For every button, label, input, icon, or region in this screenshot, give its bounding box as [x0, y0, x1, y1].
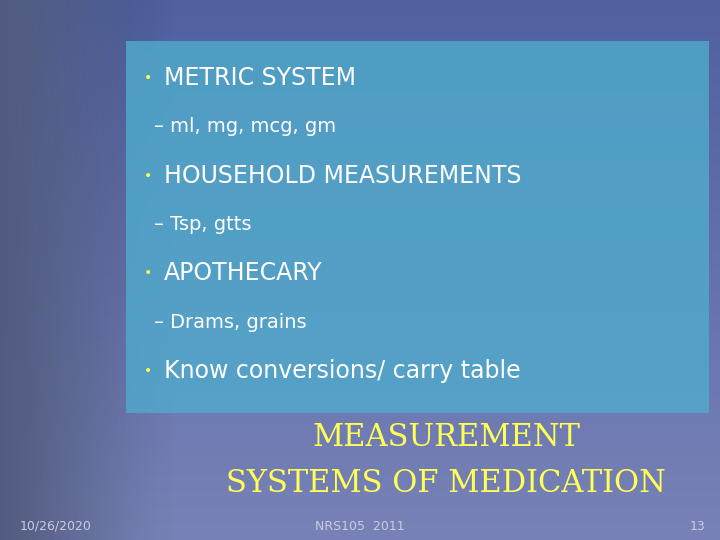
Bar	[126, 40, 709, 413]
Text: HOUSEHOLD MEASUREMENTS: HOUSEHOLD MEASUREMENTS	[164, 164, 521, 187]
Text: Know conversions/ carry table: Know conversions/ carry table	[164, 359, 521, 383]
Text: MEASUREMENT: MEASUREMENT	[312, 422, 580, 453]
Text: APOTHECARY: APOTHECARY	[164, 261, 323, 285]
Text: METRIC SYSTEM: METRIC SYSTEM	[164, 66, 356, 90]
Text: •: •	[144, 364, 152, 378]
Text: NRS105  2011: NRS105 2011	[315, 519, 405, 532]
Text: •: •	[144, 266, 152, 280]
Text: 10/26/2020: 10/26/2020	[20, 519, 92, 532]
Text: •: •	[144, 168, 152, 183]
Text: SYSTEMS OF MEDICATION: SYSTEMS OF MEDICATION	[227, 468, 666, 499]
Text: – Tsp, gtts: – Tsp, gtts	[154, 215, 251, 234]
Text: 13: 13	[689, 519, 705, 532]
Text: – Drams, grains: – Drams, grains	[154, 313, 307, 332]
Text: •: •	[144, 71, 152, 85]
Text: – ml, mg, mcg, gm: – ml, mg, mcg, gm	[154, 117, 336, 136]
